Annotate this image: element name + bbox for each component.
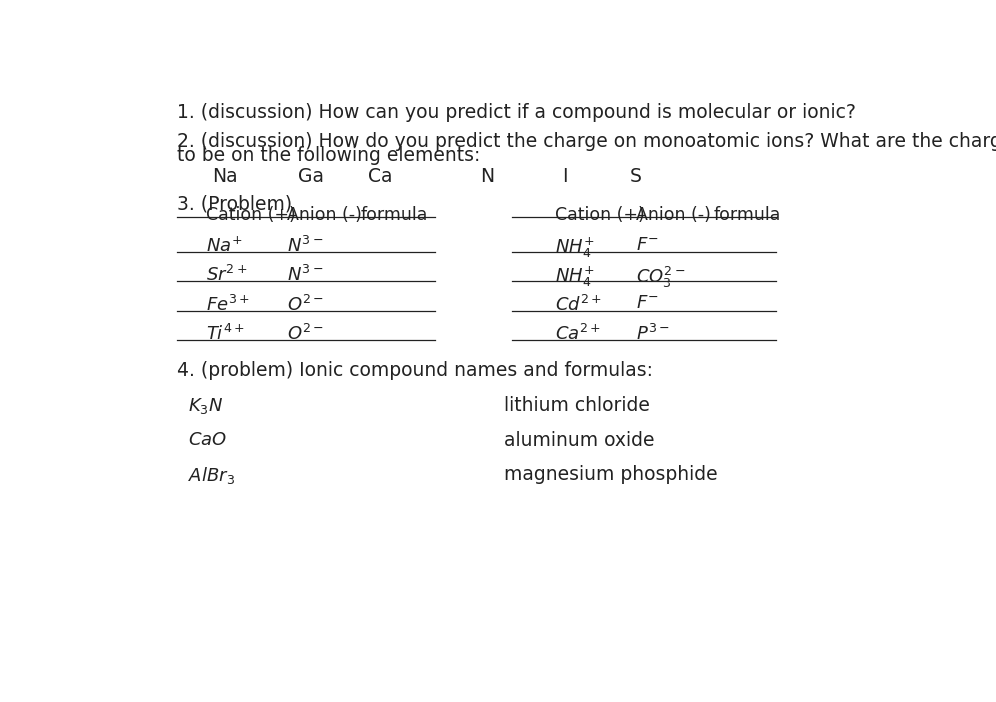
Text: aluminum oxide: aluminum oxide: [504, 431, 654, 450]
Text: $\mathit{O}^{2-}$: $\mathit{O}^{2-}$: [287, 294, 325, 314]
Text: N: N: [480, 167, 494, 187]
Text: $\mathit{Fe}^{3+}$: $\mathit{Fe}^{3+}$: [206, 294, 250, 314]
Text: $\mathit{K}_{3}\mathit{N}$: $\mathit{K}_{3}\mathit{N}$: [188, 396, 223, 416]
Text: 2. (discussion) How do you predict the charge on monoatomic ions? What are the c: 2. (discussion) How do you predict the c…: [177, 132, 996, 151]
Text: $\mathit{Cd}^{2+}$: $\mathit{Cd}^{2+}$: [555, 294, 602, 314]
Text: $\mathit{CaO}$: $\mathit{CaO}$: [188, 431, 227, 449]
Text: lithium chloride: lithium chloride: [504, 396, 650, 415]
Text: $\mathit{NH}_{4}^{+}$: $\mathit{NH}_{4}^{+}$: [555, 265, 594, 289]
Text: $\mathit{NH}_{4}^{+}$: $\mathit{NH}_{4}^{+}$: [555, 236, 594, 260]
Text: $\mathit{N}^{3-}$: $\mathit{N}^{3-}$: [287, 265, 324, 285]
Text: 1. (discussion) How can you predict if a compound is molecular or ionic?: 1. (discussion) How can you predict if a…: [177, 103, 857, 122]
Text: Cation (+): Cation (+): [555, 206, 644, 224]
Text: Anion (-): Anion (-): [287, 206, 363, 224]
Text: 3. (Problem): 3. (Problem): [177, 194, 292, 213]
Text: $\mathit{Sr}^{2+}$: $\mathit{Sr}^{2+}$: [206, 265, 247, 285]
Text: $\mathit{P}^{3-}$: $\mathit{P}^{3-}$: [636, 324, 670, 344]
Text: Anion (-): Anion (-): [636, 206, 711, 224]
Text: Ga: Ga: [298, 167, 324, 187]
Text: $\mathit{N}^{3-}$: $\mathit{N}^{3-}$: [287, 236, 324, 256]
Text: $\mathit{Ca}^{2+}$: $\mathit{Ca}^{2+}$: [555, 324, 601, 344]
Text: formula: formula: [713, 206, 781, 224]
Text: $\mathit{CO}_{3}^{2-}$: $\mathit{CO}_{3}^{2-}$: [636, 265, 685, 291]
Text: to be on the following elements:: to be on the following elements:: [177, 146, 481, 165]
Text: magnesium phosphide: magnesium phosphide: [504, 465, 718, 484]
Text: formula: formula: [361, 206, 428, 224]
Text: $\mathit{O}^{2-}$: $\mathit{O}^{2-}$: [287, 324, 325, 344]
Text: $\mathit{F}^{-}$: $\mathit{F}^{-}$: [636, 294, 658, 312]
Text: I: I: [562, 167, 568, 187]
Text: Cation (+): Cation (+): [206, 206, 296, 224]
Text: $\mathit{Na}^{+}$: $\mathit{Na}^{+}$: [206, 236, 242, 256]
Text: Na: Na: [212, 167, 238, 187]
Text: Ca: Ca: [368, 167, 392, 187]
Text: 4. (problem) Ionic compound names and formulas:: 4. (problem) Ionic compound names and fo…: [177, 362, 653, 380]
Text: $\mathit{F}^{-}$: $\mathit{F}^{-}$: [636, 236, 658, 254]
Text: S: S: [630, 167, 642, 187]
Text: $\mathit{Ti}^{4+}$: $\mathit{Ti}^{4+}$: [206, 324, 245, 344]
Text: $\mathit{AlBr}_{3}$: $\mathit{AlBr}_{3}$: [188, 465, 235, 486]
